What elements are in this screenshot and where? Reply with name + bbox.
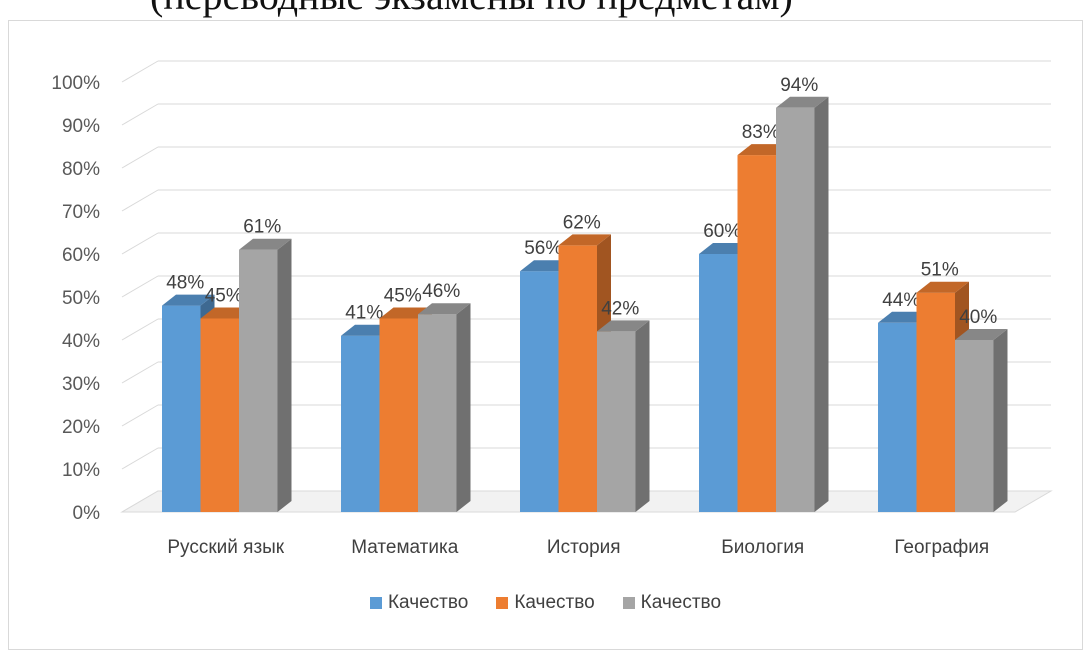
bar [776,107,815,513]
bar [737,155,776,512]
y-tick-label: 100% [51,73,100,94]
data-label: 61% [243,217,281,238]
gridline-side [121,189,159,212]
data-label: 94% [780,75,818,96]
bar [558,245,597,512]
bar-top [776,96,829,108]
legend-label: Качество [387,592,469,613]
data-label: 46% [422,281,460,302]
bar-side [993,329,1008,512]
bar-top [418,303,471,315]
gridline-side [121,60,159,83]
data-label: 44% [882,290,920,311]
bar [878,322,917,512]
bar [597,331,636,512]
bar-chart: 0%10%20%30%40%50%60%70%80%90%100%48%45%6… [51,60,1053,558]
bar-top [916,281,969,293]
legend-label: Качество [640,592,722,613]
category-label: Математика [351,537,459,558]
bar [916,292,955,512]
data-label: 45% [205,286,243,307]
data-label: 83% [742,122,780,143]
data-label: 56% [524,238,562,259]
bar [520,271,559,512]
bar-side [277,238,292,512]
bar-side [814,96,829,513]
gridline-side [121,404,159,427]
legend-item: Качество [496,592,595,614]
bar-side [456,303,471,512]
bar-top [597,320,650,332]
header-text: (переводные экзамены по предметам) [150,0,793,19]
bar-top [955,329,1008,340]
bar [955,340,994,512]
bar [341,335,380,512]
data-label: 62% [563,212,601,233]
y-tick-label: 40% [62,331,100,352]
legend-swatch [369,597,382,609]
y-tick-label: 70% [62,202,100,223]
legend-swatch [496,597,509,609]
bar [239,249,278,512]
y-tick-label: 0% [73,503,101,524]
y-tick-label: 10% [62,460,100,481]
gridline-side [121,232,159,255]
category-label: Биология [721,537,804,558]
data-label: 42% [601,298,639,319]
category-label: Русский язык [167,537,284,558]
gridline-side [121,361,159,384]
data-label: 60% [703,221,741,242]
bar [200,318,239,512]
y-tick-label: 30% [62,374,100,395]
y-tick-label: 90% [62,116,100,137]
bar [699,254,738,512]
data-label: 48% [166,273,204,294]
gridline-side [121,447,159,470]
gridline-side [121,318,159,341]
gridline-side [121,146,159,169]
y-tick-label: 50% [62,288,100,309]
legend-label: Качество [514,592,595,613]
legend-item: Качество [369,592,469,614]
bar-top [558,234,611,246]
bar-top [239,238,292,250]
data-label: 45% [384,286,422,307]
bar [418,314,457,512]
bar-top [162,294,215,306]
bar-side [635,320,650,512]
category-label: География [894,537,989,558]
gridline-side [121,103,159,126]
y-tick-label: 60% [62,245,100,266]
data-label: 41% [345,303,383,324]
gridline-side [121,275,159,298]
bar [379,318,418,512]
y-tick-label: 20% [62,417,100,438]
y-tick-label: 80% [62,159,100,180]
legend-swatch [622,597,635,609]
category-label: История [547,537,621,558]
data-label: 51% [921,260,959,281]
data-label: 40% [959,307,997,328]
legend-item: Качество [622,592,722,614]
bar [162,305,201,512]
legend: Качество Качество Качество [0,592,1091,614]
